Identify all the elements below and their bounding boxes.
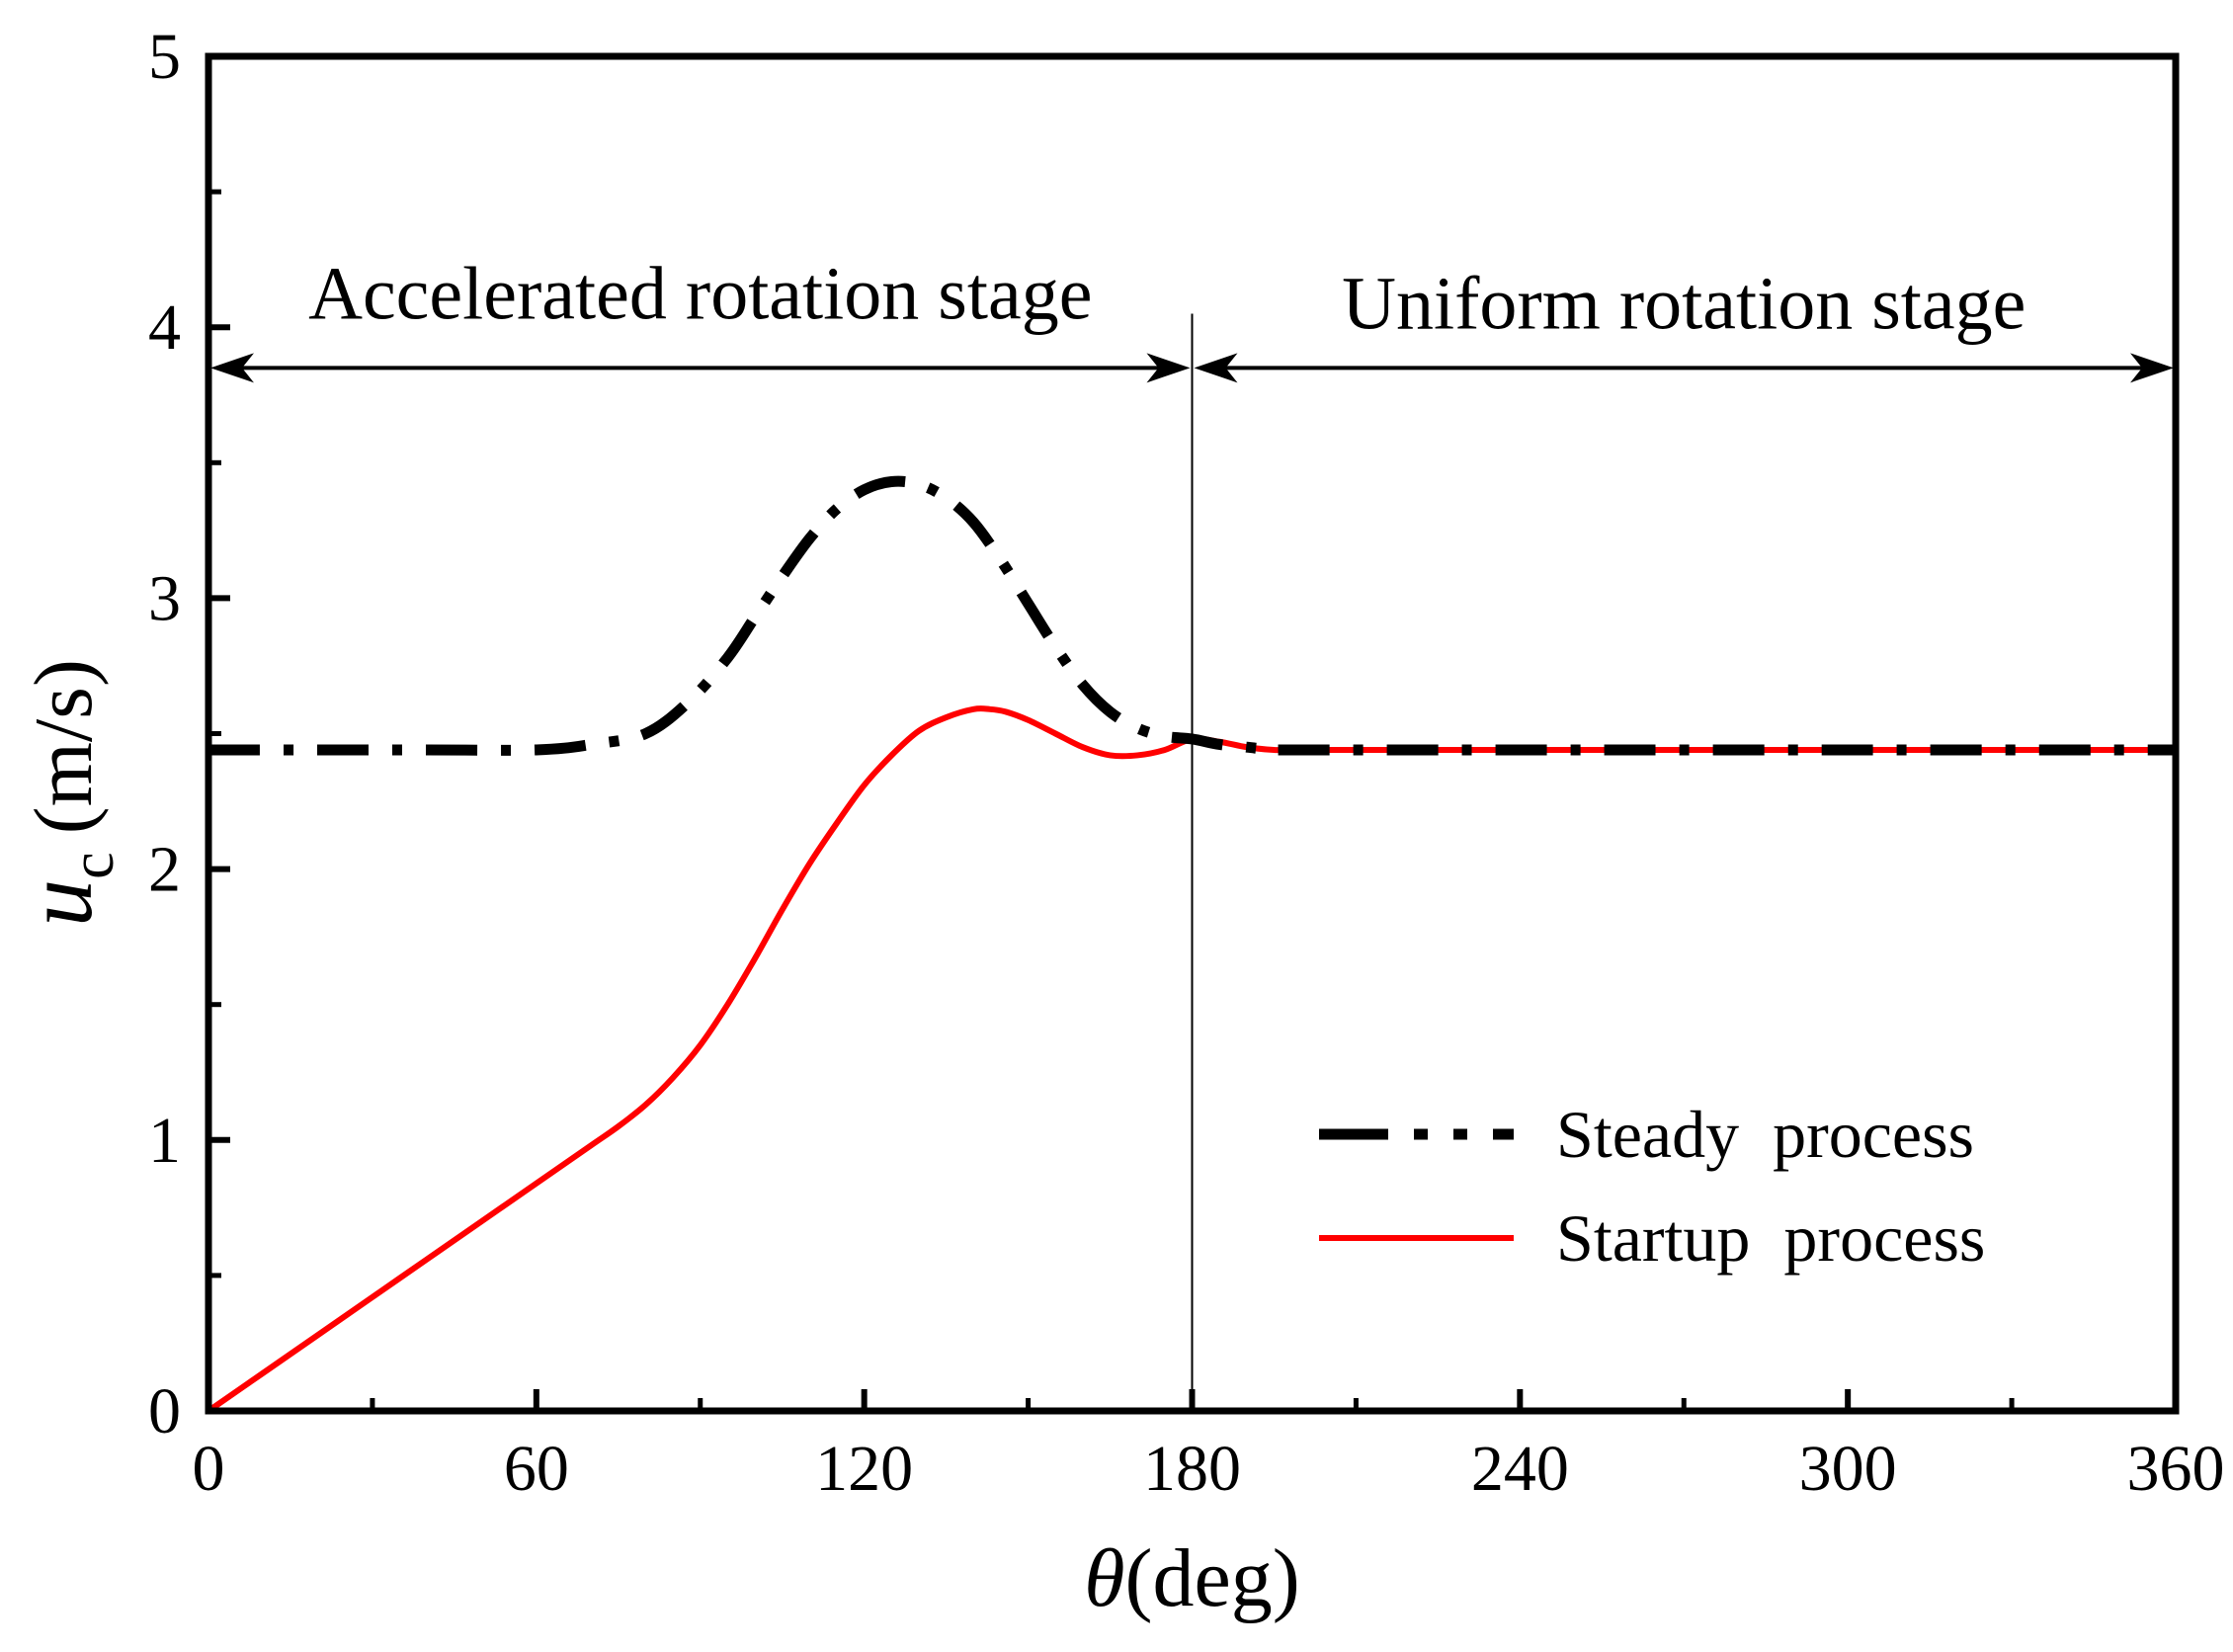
y-axis-title: uc (m/s) (6, 659, 126, 927)
stage1-arrowhead-left (210, 353, 254, 383)
y-axis-subscript: c (59, 852, 126, 879)
legend-label-startup: Startup process (1556, 1200, 1985, 1276)
stage2-label: Uniform rotation stage (1342, 262, 2026, 345)
x-axis-unit: (deg) (1125, 1532, 1300, 1624)
y-tick-label: 5 (148, 21, 181, 93)
x-axis-symbol: θ (1084, 1532, 1124, 1624)
x-tick-label: 60 (504, 1433, 569, 1505)
y-axis-symbol: u (6, 879, 112, 927)
stage1-label: Accelerated rotation stage (308, 252, 1092, 335)
series-line-steady (207, 475, 2176, 756)
y-tick-label: 4 (148, 291, 181, 364)
y-tick-label: 0 (148, 1375, 181, 1447)
y-tick-label: 2 (148, 834, 181, 906)
x-tick-label: 0 (193, 1433, 225, 1505)
stage2-arrowhead-right (2130, 353, 2174, 383)
stage2-arrowhead-left (1194, 353, 1238, 383)
x-tick-label: 300 (1799, 1433, 1897, 1505)
series-layer (207, 475, 2176, 1414)
legend: Steady process Startup process (1319, 1097, 1985, 1276)
annotations: Accelerated rotation stage Uniform rotat… (210, 252, 2174, 1411)
stage1-arrowhead-right (1146, 353, 1191, 383)
y-tick-label: 1 (148, 1105, 181, 1177)
y-axis-unit: (m/s) (18, 659, 110, 834)
legend-label-steady: Steady process (1556, 1097, 1974, 1172)
x-axis-title: θ(deg) (1084, 1532, 1300, 1624)
x-tick-label: 360 (2127, 1433, 2225, 1505)
x-tick-label: 120 (815, 1433, 913, 1505)
series-line-startup (207, 705, 2176, 1414)
x-tick-label: 180 (1143, 1433, 1241, 1505)
y-tick-label: 3 (148, 562, 181, 634)
plot-frame (205, 52, 2180, 1415)
tick-labels: 0 60 120 180 240 300 360 0 1 2 3 4 5 (148, 21, 2225, 1505)
x-tick-label: 240 (1471, 1433, 1569, 1505)
